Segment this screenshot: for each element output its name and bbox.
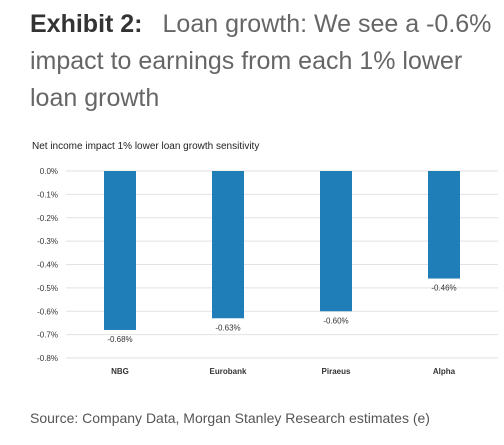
y-tick-label: -0.3% [37,237,58,246]
y-tick-label: -0.1% [37,190,58,199]
data-label: -0.46% [431,284,456,293]
data-label: -0.60% [323,316,348,325]
data-label: -0.68% [107,335,132,344]
data-label: -0.63% [215,323,240,332]
y-tick-label: -0.4% [37,261,58,270]
y-tick-label: -0.5% [37,284,58,293]
exhibit-label: Exhibit 2: [30,10,143,38]
chart-title: Net income impact 1% lower loan growth s… [32,141,259,152]
y-tick-label: -0.8% [37,354,58,363]
x-tick-label: NBG [111,367,129,376]
y-tick-label: -0.6% [37,307,58,316]
x-tick-label: Alpha [433,367,456,376]
bar [104,171,136,330]
y-tick-label: -0.2% [37,214,58,223]
exhibit-title: Exhibit 2: Loan growth: We see a -0.6% im… [30,6,495,117]
bar [320,171,352,312]
bar [212,171,244,319]
bar-chart: Net income impact 1% lower loan growth s… [32,141,498,376]
bar [428,171,460,279]
x-tick-label: Eurobank [210,367,247,376]
x-tick-label: Piraeus [322,367,351,376]
y-tick-label: -0.7% [37,331,58,340]
exhibit-heading: Loan growth: We see a -0.6% impact to ea… [30,10,492,112]
source-note: Source: Company Data, Morgan Stanley Res… [30,410,430,426]
y-tick-label: 0.0% [40,167,58,176]
